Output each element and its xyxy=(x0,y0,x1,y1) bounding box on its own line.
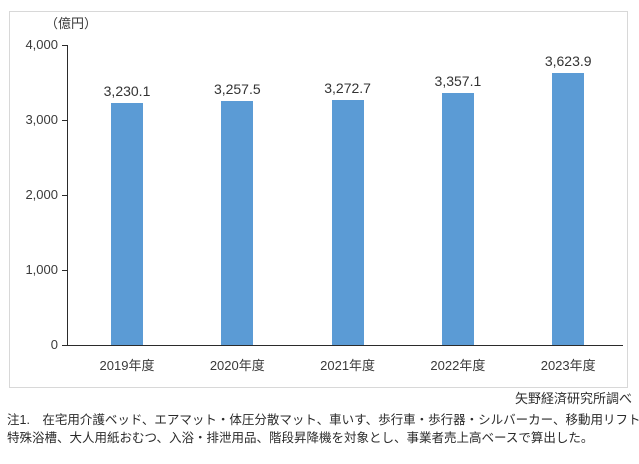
bar xyxy=(221,100,254,345)
footnote-line-1: 注1. 在宅用介護ベッド、エアマット・体圧分散マット、車いす、歩行車・歩行器・シ… xyxy=(7,413,639,427)
source-attribution: 矢野経済研究所調べ xyxy=(514,391,632,406)
bar-value-label: 3,623.9 xyxy=(544,53,592,70)
y-tick-label: 4,000 xyxy=(25,37,58,52)
y-tick-mark xyxy=(62,120,67,121)
bar-value-label: 3,272.7 xyxy=(324,79,371,96)
x-tick-label: 2023年度 xyxy=(540,358,596,373)
x-tick-label: 2021年度 xyxy=(320,358,376,373)
x-tick-label: 2020年度 xyxy=(209,358,265,373)
y-tick-mark xyxy=(62,345,67,346)
y-axis-line xyxy=(67,45,68,345)
bar xyxy=(331,99,364,345)
x-tick-label: 2019年度 xyxy=(99,358,155,373)
y-tick-mark xyxy=(62,45,67,46)
x-tick-label: 2022年度 xyxy=(430,358,486,373)
bar xyxy=(441,93,474,345)
bar-value-label: 3,257.5 xyxy=(213,80,261,97)
bar xyxy=(552,73,585,345)
y-tick-label: 0 xyxy=(50,337,58,352)
bar-value-label: 3,230.1 xyxy=(103,82,151,99)
y-tick-mark xyxy=(62,195,67,196)
y-tick-label: 3,000 xyxy=(25,112,58,127)
bar-value-label: 3,357.1 xyxy=(434,73,482,90)
y-tick-mark xyxy=(62,270,67,271)
footnote-line-2: 特殊浴槽、大人用紙おむつ、入浴・排泄用品、階段昇降機を対象とし、事業者売上高ベー… xyxy=(7,431,594,445)
y-tick-label: 1,000 xyxy=(25,262,58,277)
bar xyxy=(111,102,143,345)
x-axis-line xyxy=(67,345,623,346)
y-tick-label: 2,000 xyxy=(25,187,58,202)
y-axis-unit-label: （億円） xyxy=(45,16,98,31)
